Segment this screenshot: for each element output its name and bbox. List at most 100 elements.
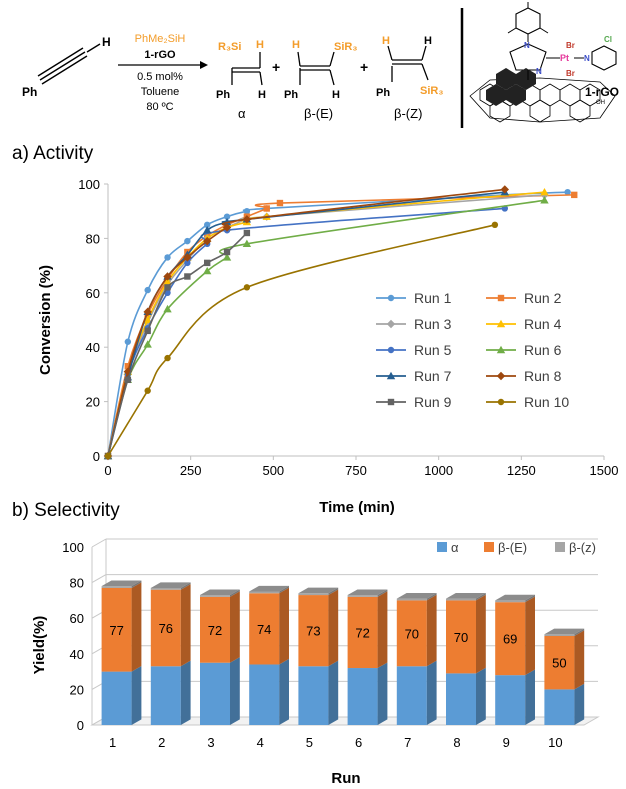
product-alpha: R₃Si H Ph H α — [216, 39, 266, 121]
panel-b-title: b) Selectivity — [12, 500, 120, 521]
bar-side-2 — [377, 591, 388, 669]
beta-e-silyl: SiR₃ — [334, 41, 357, 53]
bar-segment-2 — [396, 600, 427, 667]
activity-series — [103, 185, 578, 461]
bar-data-label: 73 — [306, 624, 320, 639]
data-point-run-9 — [184, 273, 191, 280]
bar-segment-2 — [249, 593, 280, 665]
activity-axes: 0 250 500 750 1000 1250 1500 0 20 40 60 80 100 — [78, 177, 618, 478]
activity-x-tick-label: 500 — [262, 463, 284, 478]
data-point-run-5 — [184, 259, 191, 267]
alpha-ph: Ph — [216, 89, 230, 101]
complex-oh: OH — [596, 100, 605, 106]
bar-data-label: 72 — [208, 623, 222, 638]
panel-a-title: a) Activity — [12, 143, 94, 164]
bar-y-tick-label: 60 — [70, 611, 84, 626]
bar-segment-1 — [446, 673, 476, 725]
activity-y-tick-label: 80 — [86, 231, 100, 246]
data-point-run-10 — [243, 284, 251, 291]
bar-segment-3 — [396, 598, 427, 601]
reaction-scheme: H Ph PhMe₂SiH 1-rGO 0.5 mol% Toluene 80 … — [22, 2, 619, 128]
legend-label: Run 2 — [524, 290, 562, 306]
data-point-run-9 — [164, 284, 171, 291]
bar-category-label: 7 — [404, 735, 411, 750]
complex-n3: N — [584, 54, 590, 63]
bar-side-2 — [328, 589, 339, 667]
series-line-run-2 — [107, 194, 575, 457]
data-point-run-9 — [243, 229, 251, 237]
bar-segment-2 — [446, 600, 476, 674]
beta-e-h-top: H — [292, 39, 300, 51]
data-point-run-6 — [540, 196, 549, 204]
activity-y-tick-label: 100 — [78, 177, 100, 192]
grid-slant — [91, 574, 107, 584]
data-point-run-9 — [223, 248, 231, 256]
bar-side-1 — [328, 660, 339, 725]
data-point-run-8 — [123, 367, 133, 376]
beta-e-label: β-(E) — [304, 106, 333, 121]
data-point-run-2 — [124, 363, 132, 370]
series-line-run-8 — [107, 188, 505, 457]
activity-x-tick-label: 750 — [345, 463, 367, 478]
product-beta-z: H H Ph SiR₃ β-(Z) — [376, 35, 443, 121]
bar-side-1 — [574, 683, 585, 725]
bar-side-3 — [279, 585, 289, 594]
data-point-run-8 — [203, 236, 212, 246]
legend-swatch — [484, 542, 494, 552]
bar-segment-1 — [544, 689, 575, 725]
alkyne-h: H — [102, 35, 111, 49]
bar-side-1 — [476, 667, 486, 725]
bar-data-label: 70 — [405, 626, 419, 641]
bar-side-3 — [426, 593, 437, 601]
legend-marker — [496, 319, 506, 328]
bar-side-1 — [525, 669, 535, 725]
bar-segment-1 — [396, 666, 427, 725]
catalyst-text: 1-rGO — [144, 49, 176, 61]
plus-1: + — [272, 59, 280, 75]
bar-side-2 — [230, 591, 240, 663]
data-point-run-6 — [163, 304, 172, 313]
loading-text: 0.5 mol% — [137, 71, 183, 83]
temperature-text: 80 ºC — [146, 101, 173, 113]
data-point-run-9 — [144, 327, 151, 335]
data-point-run-7 — [203, 226, 212, 234]
series-line-run-3 — [107, 194, 545, 457]
data-point-run-1 — [223, 213, 231, 220]
bar-side-3 — [230, 589, 240, 597]
data-point-run-6 — [143, 340, 152, 348]
bar-segment-2 — [101, 587, 132, 672]
bar-segment-3 — [347, 595, 378, 597]
bar-data-label: 77 — [109, 623, 123, 638]
phenylacetylene: H Ph — [22, 35, 111, 99]
data-point-run-10 — [491, 221, 499, 228]
bar-category-label: 5 — [306, 735, 313, 750]
activity-y-tick-label: 60 — [86, 286, 100, 301]
selectivity-y-label: Yield(%) — [31, 616, 48, 675]
data-point-run-1 — [564, 188, 571, 196]
bar-data-label: 69 — [503, 632, 517, 647]
data-point-run-1 — [204, 221, 211, 228]
bar-data-label: 74 — [257, 622, 271, 637]
bar-top — [396, 593, 437, 599]
data-point-run-1 — [164, 254, 171, 261]
activity-x-tick-label: 1500 — [590, 463, 619, 478]
activity-y-tick-label: 0 — [93, 449, 100, 464]
data-point-run-8 — [183, 253, 192, 262]
data-point-run-4 — [143, 315, 152, 324]
beta-z-label: β-(Z) — [394, 106, 422, 121]
bar-segment-2 — [495, 602, 526, 676]
bar-category-label: 3 — [207, 735, 214, 750]
bar-side-2 — [426, 594, 437, 667]
bar-side-2 — [279, 587, 289, 665]
bar-y-tick-label: 100 — [62, 540, 84, 555]
bar-segment-3 — [446, 598, 476, 601]
bar-top — [101, 580, 142, 587]
legend-marker — [386, 371, 396, 380]
data-point-run-4 — [540, 187, 549, 196]
bar-top — [200, 589, 240, 596]
legend-marker — [387, 346, 395, 354]
bar-category-label: 10 — [548, 735, 562, 750]
data-point-run-2 — [571, 191, 578, 199]
complex-n2: N — [536, 67, 542, 76]
bar-segment-3 — [249, 591, 280, 594]
